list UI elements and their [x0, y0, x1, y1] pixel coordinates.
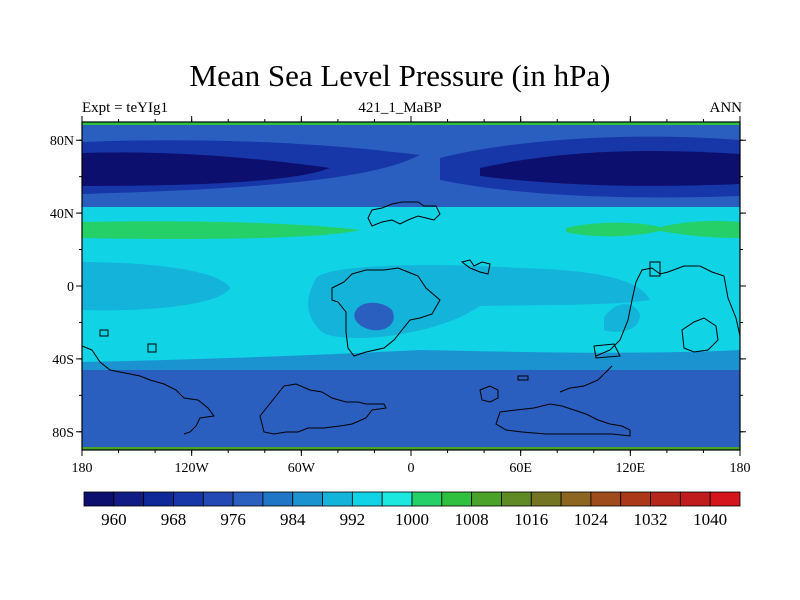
- colorbar-swatch-18: [620, 491, 651, 507]
- coastlines: [82, 201, 740, 437]
- coastline-pacific-island: [649, 261, 661, 277]
- y-tick-label-2: 0: [67, 280, 74, 295]
- coastline-south-central: [479, 385, 499, 403]
- x-tick-label-2: 60W: [288, 461, 316, 476]
- coastline-africa: [331, 267, 441, 357]
- x-tick-label-3: 0: [408, 461, 415, 476]
- field-north-low-east-core: [480, 150, 740, 186]
- colorbar: [83, 491, 741, 507]
- x-tick-label-1: 120W: [175, 461, 210, 476]
- colorbar-swatch-5: [232, 491, 264, 507]
- x-tick-label-6: 180: [730, 461, 751, 476]
- field-edge-south: [82, 447, 740, 450]
- y-tick-label-1: 40N: [50, 207, 74, 222]
- colorbar-label-8: 1024: [574, 510, 609, 529]
- colorbar-label-10: 1040: [693, 510, 727, 529]
- colorbar-swatch-13: [471, 491, 502, 507]
- pressure-field: [82, 122, 740, 450]
- y-axis: 80N 40N 0 40S 80S: [50, 134, 746, 441]
- coastline-west-island: [99, 329, 109, 337]
- colorbar-label-0: 960: [101, 510, 127, 529]
- x-axis: 180 120W 60W 0 60E 120E 180: [72, 116, 751, 476]
- experiment-label: Expt = teYIg1: [82, 100, 168, 116]
- coastline-small-isle: [147, 343, 157, 353]
- colorbar-swatch-3: [173, 491, 204, 507]
- colorbar-swatch-15: [530, 491, 562, 507]
- colorbar-swatch-0: [83, 491, 115, 507]
- y-tick-label-3: 40S: [52, 353, 74, 368]
- colorbar-swatch-9: [351, 491, 383, 507]
- colorbar-swatch-16: [560, 491, 592, 507]
- x-tick-label-5: 120E: [616, 461, 646, 476]
- colorbar-label-5: 1000: [395, 510, 429, 529]
- colorbar-label-9: 1032: [634, 510, 668, 529]
- field-equatorial-lobe-west: [82, 262, 230, 311]
- field-south-band-984: [82, 370, 740, 450]
- colorbar-swatch-12: [441, 491, 473, 507]
- colorbar-swatch-4: [202, 491, 234, 507]
- colorbar-swatch-19: [650, 491, 681, 507]
- colorbar-label-7: 1016: [514, 510, 548, 529]
- colorbar-swatch-1: [113, 491, 145, 507]
- colorbar-label-2: 976: [220, 510, 246, 529]
- coastline-indonesia: [593, 343, 621, 359]
- x-tick-label-4: 60E: [509, 461, 532, 476]
- colorbar-swatch-10: [381, 491, 413, 507]
- coastline-south-peninsula: [259, 383, 387, 435]
- colorbar-swatch-20: [679, 491, 711, 507]
- colorbar-swatch-2: [143, 491, 174, 507]
- colorbar-swatch-7: [292, 491, 323, 507]
- colorbar-label-4: 992: [340, 510, 366, 529]
- colorbar-label-3: 984: [280, 510, 306, 529]
- colorbar-swatch-8: [322, 491, 353, 507]
- field-subtropical-high-west: [82, 221, 360, 240]
- coastline-australia: [681, 317, 719, 353]
- field-south-africa-low: [604, 304, 640, 332]
- x-tick-label-0: 180: [72, 461, 93, 476]
- field-edge-north: [82, 122, 740, 125]
- colorbar-swatch-11: [411, 491, 443, 507]
- plot-title: Mean Sea Level Pressure (in hPa): [189, 58, 611, 93]
- coastline-southwest: [82, 345, 215, 435]
- coastline-arabia: [460, 259, 491, 275]
- colorbar-swatch-17: [590, 491, 622, 507]
- coastline-atlantic-isle: [517, 375, 529, 381]
- colorbar-swatch-21: [709, 491, 741, 507]
- field-subtropical-high-east: [566, 220, 740, 238]
- colorbar-swatch-6: [262, 491, 294, 507]
- coastline-south-east: [495, 403, 631, 437]
- field-north-low-west-core: [82, 152, 330, 186]
- colorbar-labels: 960 968 976 984 992 1000 1008 1016 1024 1032 1040: [101, 510, 727, 529]
- coastline-europe: [367, 201, 441, 227]
- field-tropical-low: [354, 302, 394, 331]
- colorbar-swatch-14: [501, 491, 532, 507]
- coastline-south-far-east: [559, 365, 613, 393]
- field-equatorial-lobe-central: [308, 265, 650, 339]
- y-tick-label-4: 80S: [52, 426, 74, 441]
- season-label: ANN: [709, 100, 743, 116]
- y-tick-label-0: 80N: [50, 134, 74, 149]
- colorbar-label-1: 968: [161, 510, 187, 529]
- center-label: 421_1_MaBP: [358, 100, 442, 116]
- colorbar-label-6: 1008: [455, 510, 489, 529]
